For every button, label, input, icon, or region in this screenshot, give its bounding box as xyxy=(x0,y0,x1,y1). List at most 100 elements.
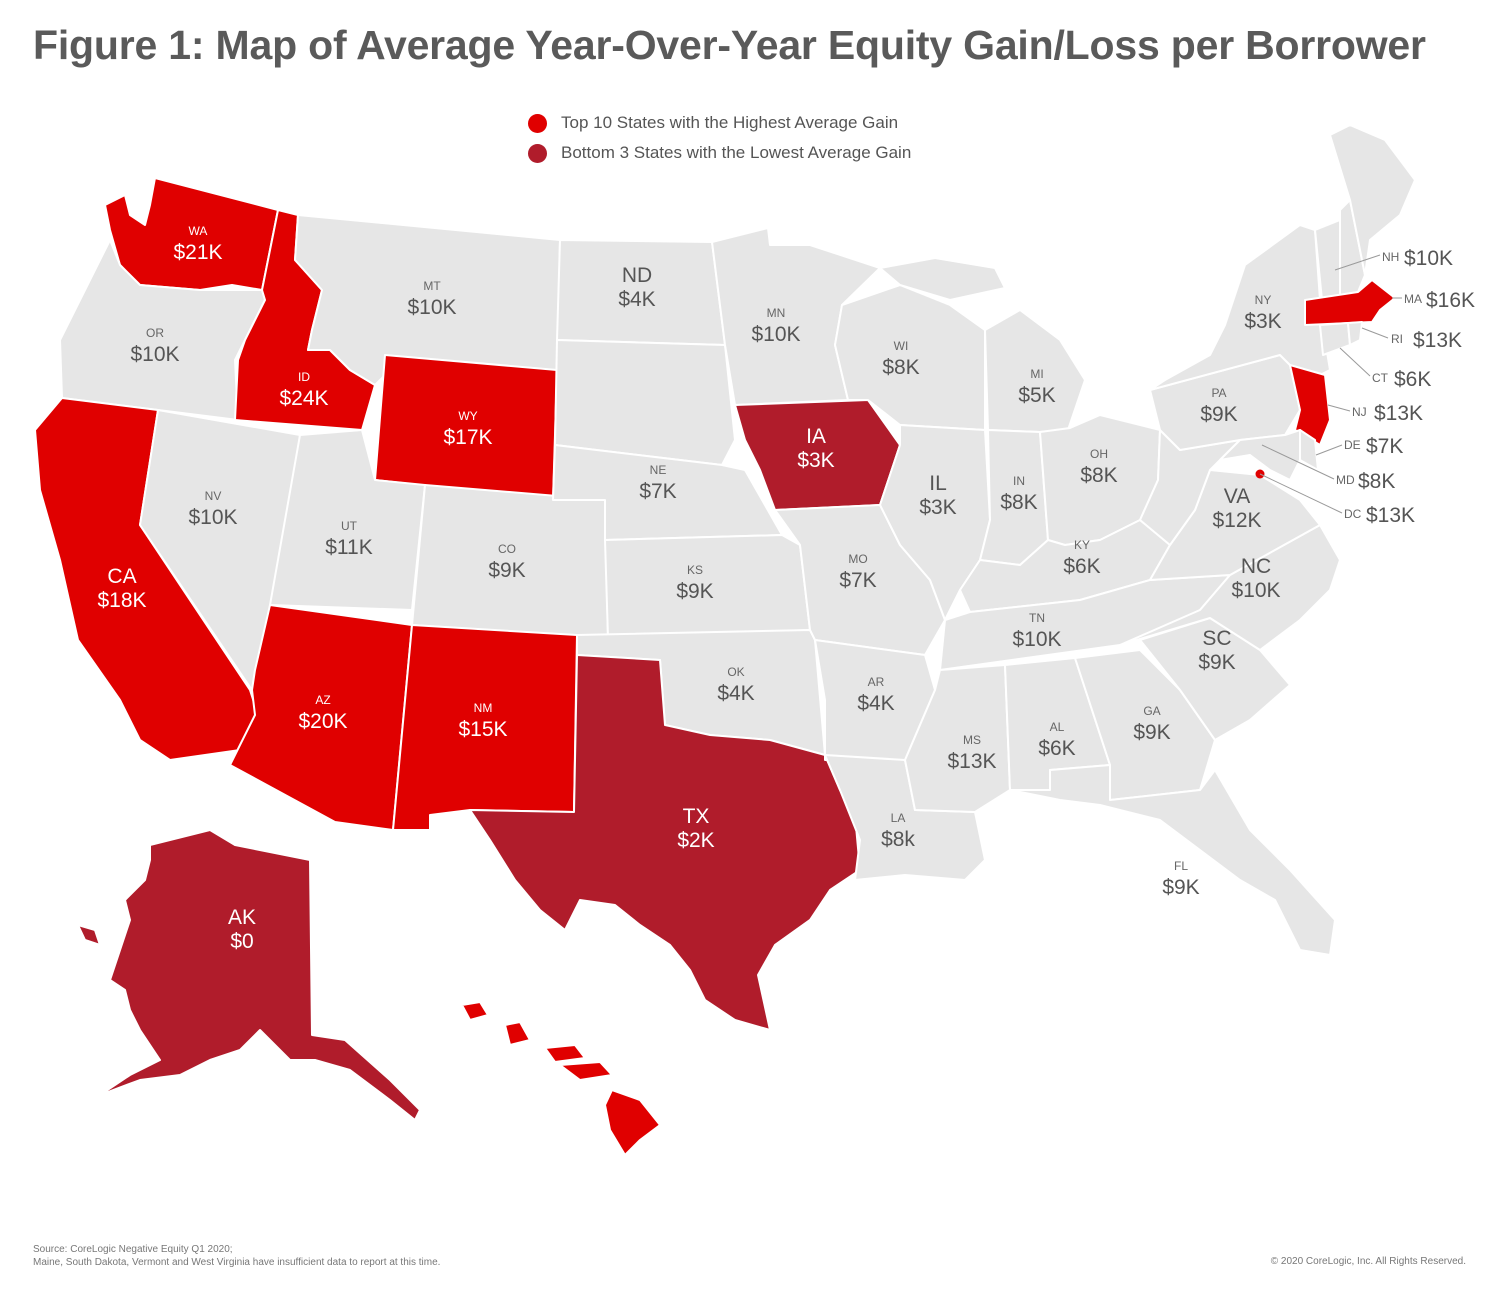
callout-value-de: $7K xyxy=(1366,435,1403,458)
state-value-ia: $3K xyxy=(797,449,834,472)
state-label-nc: NC$10K xyxy=(1231,555,1280,602)
state-value-ut: $11K xyxy=(325,536,373,559)
state-label-nv: NV $10K xyxy=(188,489,237,529)
state-label-hi: HI$16K xyxy=(511,1067,560,1114)
state-shapes xyxy=(34,124,1416,1156)
state-code-sc: SC xyxy=(1202,627,1231,650)
callout-code-ct: CT xyxy=(1372,371,1389,385)
state-label-mo: MO $7K xyxy=(839,552,876,592)
state-ma xyxy=(1304,279,1396,326)
state-label-mt: MT $10K xyxy=(407,279,456,319)
copyright: © 2020 CoreLogic, Inc. All Rights Reserv… xyxy=(1270,1256,1466,1267)
callout-ct: CT $6K xyxy=(1339,347,1431,391)
callout-line-de xyxy=(1315,444,1343,456)
callout-line-nh xyxy=(1334,254,1381,271)
legend-item-top: Top 10 States with the Highest Average G… xyxy=(528,108,911,138)
state-value-il: $3K xyxy=(919,496,956,519)
state-code-ks: KS xyxy=(687,563,703,577)
callout-md: MD $8K xyxy=(1261,444,1395,493)
state-code-ga: GA xyxy=(1143,704,1160,718)
state-code-ar: AR xyxy=(868,675,885,689)
state-value-hi: $16K xyxy=(511,1091,560,1114)
state-value-nd: $4K xyxy=(618,288,655,311)
state-value-ky: $6K xyxy=(1063,555,1100,578)
state-value-az: $20K xyxy=(298,710,347,733)
callout-code-ma: MA xyxy=(1404,292,1422,306)
legend-label-bottom: Bottom 3 States with the Lowest Average … xyxy=(561,143,912,162)
state-tx xyxy=(469,654,861,1031)
state-value-tx: $2K xyxy=(677,829,714,852)
state-label-il: IL$3K xyxy=(919,472,956,519)
state-md xyxy=(1219,429,1301,481)
state-label-wy: WY $17K xyxy=(443,409,492,449)
state-value-ga: $9K xyxy=(1133,721,1170,744)
legend: Top 10 States with the Highest Average G… xyxy=(528,108,911,168)
state-code-pa: PA xyxy=(1211,386,1226,400)
state-code-id: ID xyxy=(298,370,310,384)
state-ny xyxy=(1149,224,1331,391)
state-code-in: IN xyxy=(1013,474,1025,488)
state-label-al: AL $6K xyxy=(1038,720,1075,760)
state-code-nm: NM xyxy=(474,701,493,715)
legend-swatch-bottom xyxy=(528,143,547,163)
state-code-hi: HI xyxy=(526,1067,547,1090)
state-value-fl: $9K xyxy=(1162,876,1199,899)
state-value-tn: $10K xyxy=(1012,628,1061,651)
state-sd xyxy=(554,339,736,466)
state-code-tx: TX xyxy=(683,805,710,828)
state-code-oh: OH xyxy=(1090,447,1108,461)
state-code-tn: TN xyxy=(1029,611,1045,625)
state-value-ca: $18K xyxy=(97,589,146,612)
state-value-sc: $9K xyxy=(1198,651,1235,674)
callout-line-ct xyxy=(1339,347,1371,377)
state-label-ny: NY $3K xyxy=(1244,293,1281,333)
state-value-mo: $7K xyxy=(839,569,876,592)
state-code-wa: WA xyxy=(189,224,208,238)
state-code-mn: MN xyxy=(767,306,786,320)
callout-value-md: $8K xyxy=(1358,470,1395,493)
state-code-la: LA xyxy=(891,811,906,825)
state-value-wi: $8K xyxy=(882,356,919,379)
state-code-mt: MT xyxy=(423,279,441,293)
state-label-ks: KS $9K xyxy=(676,563,713,603)
state-value-ak: $0 xyxy=(230,930,253,953)
state-label-in: IN $8K xyxy=(1000,474,1037,514)
callout-line-dc xyxy=(1259,473,1343,514)
state-code-nv: NV xyxy=(205,489,222,503)
state-value-ms: $13K xyxy=(947,750,996,773)
callout-code-nj: NJ xyxy=(1352,405,1367,419)
state-code-mo: MO xyxy=(848,552,867,566)
state-ri xyxy=(1347,321,1363,346)
callout-value-ct: $6K xyxy=(1394,368,1431,391)
callout-ma: MA $16K xyxy=(1392,289,1475,312)
state-label-co: CO $9K xyxy=(488,542,525,582)
state-value-ar: $4K xyxy=(857,692,894,715)
state-nj xyxy=(1289,364,1331,446)
state-value-al: $6K xyxy=(1038,737,1075,760)
state-hi xyxy=(461,1001,661,1156)
state-code-ny: NY xyxy=(1255,293,1272,307)
state-value-ne: $7K xyxy=(639,480,676,503)
callout-code-md: MD xyxy=(1336,473,1355,487)
state-fl xyxy=(1009,764,1336,956)
state-value-ks: $9K xyxy=(676,580,713,603)
state-code-ok: OK xyxy=(727,665,744,679)
state-code-nc: NC xyxy=(1241,555,1271,578)
callout-ri: RI $13K xyxy=(1361,327,1462,352)
state-label-nd: ND$4K xyxy=(618,264,655,311)
legend-label-top: Top 10 States with the Highest Average G… xyxy=(561,113,899,132)
state-label-ar: AR $4K xyxy=(857,675,894,715)
state-label-ak: AK$0 xyxy=(228,906,256,953)
state-ak xyxy=(77,829,421,1121)
state-label-ut: UT $11K xyxy=(325,519,373,559)
state-code-nd: ND xyxy=(622,264,652,287)
state-label-id: ID $24K xyxy=(279,370,328,410)
callout-code-de: DE xyxy=(1344,438,1361,452)
state-label-tn: TN $10K xyxy=(1012,611,1061,651)
state-me xyxy=(1329,124,1416,276)
state-label-oh: OH $8K xyxy=(1080,447,1117,487)
callout-nh: NH $10K xyxy=(1334,247,1453,271)
state-labels: WA $21K OR $10K CA$18K ID $24K NV $10K MT $10K WY $1… xyxy=(97,224,1475,1114)
